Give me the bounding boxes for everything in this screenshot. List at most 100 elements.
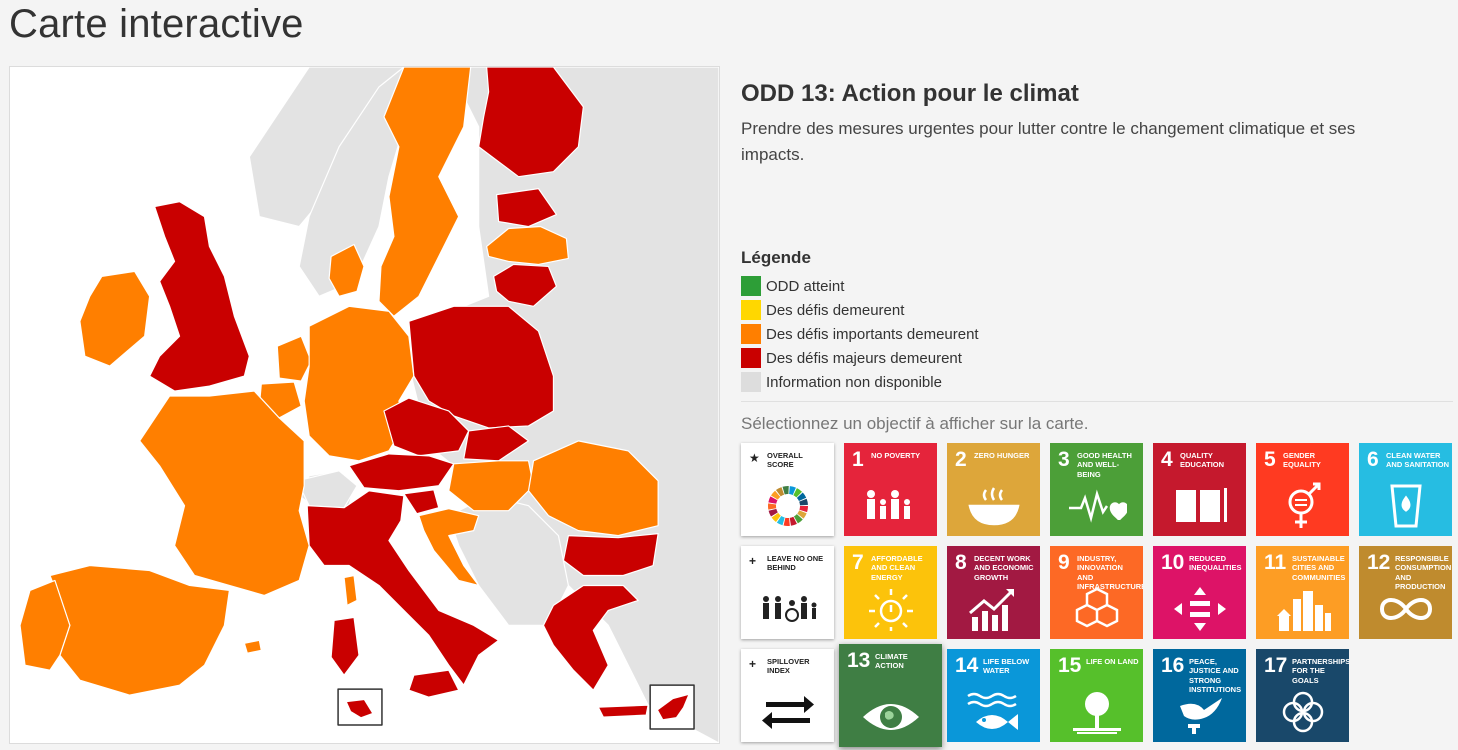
sdg-tile-12[interactable]: 12 Responsible consumption and production: [1359, 546, 1452, 639]
sdg-tile-number: 11: [1264, 551, 1287, 574]
sdg-tile-label: Good health and well-being: [1077, 451, 1132, 479]
sdg-tile-number: 6: [1367, 448, 1379, 471]
sdg-tile-10[interactable]: 10 Reduced inequalities: [1153, 546, 1246, 639]
eu-countries[interactable]: [19, 67, 659, 718]
water-glass-icon: [1376, 482, 1436, 530]
country-france-corsica[interactable]: [343, 574, 358, 607]
sdg-tile-number: 14: [955, 654, 979, 677]
country-estonia[interactable]: [496, 188, 558, 228]
legend-swatch: [741, 372, 761, 392]
country-poland[interactable]: [408, 305, 555, 429]
sdg-tile-label: Sustainable cities and communities: [1292, 554, 1346, 582]
sdg-tile-3[interactable]: 3 Good health and well-being: [1050, 443, 1143, 536]
growth-chart-icon: [964, 585, 1024, 633]
country-hungary[interactable]: [448, 460, 535, 512]
sdg-tile-number: 9: [1058, 551, 1070, 574]
sdg-tile-17[interactable]: 17 Partnerships for the goals: [1256, 649, 1349, 742]
sdg-tile-6[interactable]: 6 Clean water and sanitation: [1359, 443, 1452, 536]
sdg-tile-11[interactable]: 11 Sustainable cities and communities: [1256, 546, 1349, 639]
sdg-tile-label: Peace, justice and strong institutions: [1189, 657, 1242, 695]
sdg-tile-1[interactable]: 1 No poverty: [844, 443, 937, 536]
sdg-tile-label: Affordable and clean energy: [871, 554, 923, 582]
country-italy-sicily[interactable]: [408, 669, 460, 698]
legend-swatch: [741, 300, 761, 320]
country-finland[interactable]: [478, 67, 584, 178]
sdg-tile-label: Responsible consumption and production: [1395, 554, 1452, 592]
country-lithuania[interactable]: [493, 263, 558, 307]
country-bulgaria[interactable]: [562, 533, 659, 577]
sun-power-icon: [861, 585, 921, 633]
country-romania[interactable]: [527, 440, 659, 537]
sdg-tile-label: Spillover index: [767, 657, 810, 676]
legend-swatch: [741, 276, 761, 296]
country-italy[interactable]: [306, 490, 500, 686]
country-ireland[interactable]: [79, 270, 151, 367]
gender-icon: [1273, 482, 1333, 530]
sdg-tile-spillover-index[interactable]: + Spillover index: [741, 649, 834, 742]
sdg-tile-16[interactable]: 16 Peace, justice and strong institutions: [1153, 649, 1246, 742]
cyprus-inset[interactable]: [649, 684, 695, 730]
dove-icon: [1170, 688, 1230, 736]
sdg-tile-label: No poverty: [871, 451, 921, 460]
tree-icon: [1067, 688, 1127, 736]
sdg-tile-leave-no-one-behind[interactable]: + Leave no one behind: [741, 546, 834, 639]
legend-label: Des défis importants demeurent: [766, 325, 979, 343]
country-uk[interactable]: [149, 201, 250, 392]
country-spain-baleares[interactable]: [243, 639, 262, 654]
sdg-tile-5[interactable]: 5 Gender equality: [1256, 443, 1349, 536]
country-italy-sardinia[interactable]: [330, 616, 360, 676]
legend-item: Information non disponible: [741, 370, 979, 394]
country-croatia[interactable]: [418, 508, 480, 587]
country-switzerland[interactable]: [296, 470, 358, 509]
country-czechia[interactable]: [383, 397, 470, 457]
sdg-tile-13[interactable]: 13 Climate action: [839, 644, 942, 747]
sdg-tile-label: Life below water: [983, 657, 1030, 676]
sdg-tile-8[interactable]: 8 Decent work and economic growth: [947, 546, 1040, 639]
sdg-tile-label: Zero hunger: [974, 451, 1030, 460]
country-slovenia[interactable]: [403, 489, 440, 515]
country-latvia[interactable]: [486, 225, 569, 266]
sdg-tile-number: 13: [847, 649, 871, 672]
goal-description: Prendre des mesures urgentes pour lutter…: [741, 119, 1356, 164]
country-sweden[interactable]: [378, 67, 472, 317]
sdg-tile-4[interactable]: 4 Quality education: [1153, 443, 1246, 536]
select-goal-prompt: Sélectionnez un objectif à afficher sur …: [741, 414, 1089, 433]
europe-map[interactable]: [9, 66, 720, 744]
country-france[interactable]: [139, 390, 310, 597]
sdg-tile-9[interactable]: 9 Industry, innovation and infrastructure: [1050, 546, 1143, 639]
sdg-tile-label: Life on land: [1086, 657, 1139, 666]
country-spain[interactable]: [49, 564, 230, 696]
legend-swatch: [741, 324, 761, 344]
country-portugal[interactable]: [19, 579, 71, 671]
sdg-tile-number: 10: [1161, 551, 1185, 574]
sdg-tile-2[interactable]: 2 Zero hunger: [947, 443, 1040, 536]
sdg-tile-overall-score[interactable]: ★ Overall score: [741, 443, 834, 536]
malta-inset[interactable]: [337, 688, 383, 726]
goal-info: ODD 13: Action pour le climat Prendre de…: [741, 80, 1453, 168]
book-icon: [1170, 482, 1230, 530]
cubes-icon: [1067, 585, 1127, 633]
country-slovakia[interactable]: [463, 425, 530, 462]
heartbeat-icon: [1067, 482, 1128, 530]
sdg-tile-15[interactable]: 15 Life on land: [1050, 649, 1143, 742]
legend-label: Information non disponible: [766, 373, 942, 391]
sdg-tile-label: Partnerships for the goals: [1292, 657, 1349, 685]
sdg-tile-number: 4: [1161, 448, 1173, 471]
country-netherlands[interactable]: [276, 335, 312, 382]
legend-item: Des défis demeurent: [741, 298, 979, 322]
sdg-tile-number: 17: [1264, 654, 1288, 677]
sdg-tile-number: 8: [955, 551, 967, 574]
sdg-tile-14[interactable]: 14 Life below water: [947, 649, 1040, 742]
sdg-tile-label: Leave no one behind: [767, 554, 824, 573]
country-greece-crete[interactable]: [597, 704, 649, 718]
country-denmark[interactable]: [328, 243, 365, 297]
star-icon: ★: [749, 451, 760, 465]
sdg-tile-7[interactable]: 7 Affordable and clean energy: [844, 546, 937, 639]
people-icon: [758, 585, 818, 633]
infinity-icon: [1376, 585, 1436, 633]
country-greece[interactable]: [542, 584, 639, 691]
legend-item: Des défis majeurs demeurent: [741, 346, 979, 370]
sdg-tile-number: 15: [1058, 654, 1082, 677]
country-austria[interactable]: [348, 453, 455, 492]
legend: Légende ODD atteint Des défis demeurent …: [741, 248, 979, 394]
